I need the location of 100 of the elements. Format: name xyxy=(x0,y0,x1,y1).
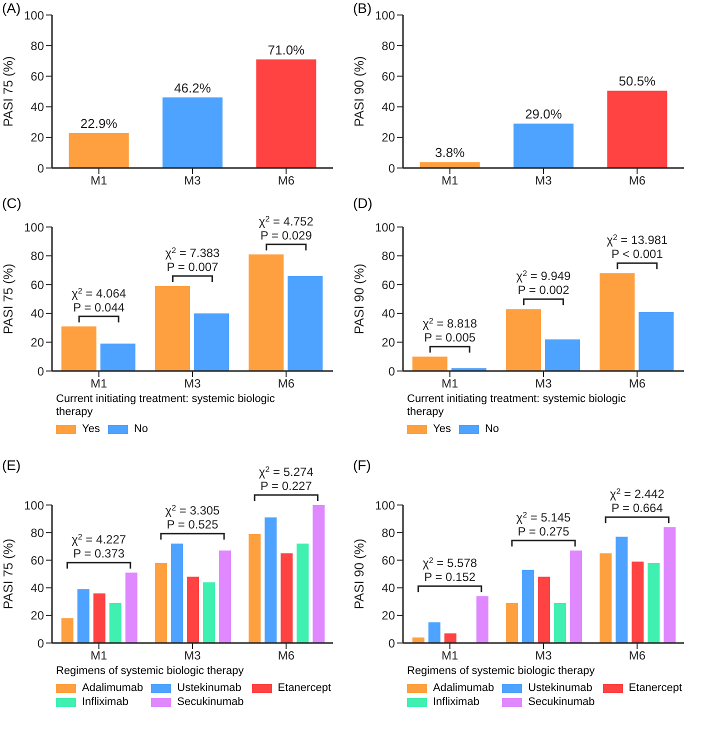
legend-label: Yes xyxy=(81,423,100,435)
annotation: χ$^{2}$ = 4.064 P = 0.044 xyxy=(72,286,126,314)
annotation: χ$^{2}$ = 13.981 P < 0.001 xyxy=(606,232,668,262)
x-axis-title: Regimens of systemic biologic therapy xyxy=(407,665,596,678)
y-tick-label: 60 xyxy=(382,278,396,292)
annotation: χ$^{2}$ = 4.227 P = 0.373 xyxy=(72,532,126,561)
legend-label: Etanercept xyxy=(628,682,682,694)
y-tick-label: 0 xyxy=(37,364,44,378)
bar xyxy=(194,313,230,371)
legend-label: Ustekinumab xyxy=(527,682,594,694)
y-tick-label: 80 xyxy=(30,526,44,540)
legend-label: Adalimumab xyxy=(432,682,494,694)
y-tick-label: 40 xyxy=(382,100,396,114)
bar xyxy=(420,162,480,168)
x-axis-title: Current initiating treatment: systemic biologic therapy xyxy=(407,393,627,419)
x-tick-label: M6 xyxy=(278,648,295,663)
y-tick-label: 100 xyxy=(374,220,396,234)
chart-title: (A) xyxy=(2,0,21,16)
bar xyxy=(93,593,106,643)
bar xyxy=(616,536,628,643)
bar xyxy=(77,589,90,643)
y-tick-label: 60 xyxy=(30,69,44,84)
bar xyxy=(155,562,168,643)
y-tick-label: 80 xyxy=(30,249,44,264)
y-tick-label: 100 xyxy=(374,8,396,22)
bar xyxy=(600,273,635,371)
bar xyxy=(248,534,261,643)
x-tick-label: M1 xyxy=(90,174,108,188)
bar xyxy=(522,570,534,643)
legend-label: Adalimumab xyxy=(81,682,144,694)
y-tick-label: 40 xyxy=(382,306,396,321)
y-axis-title: PASI 90 (%) xyxy=(352,264,367,334)
bar xyxy=(607,90,668,168)
bar xyxy=(312,505,325,643)
y-tick-label: 40 xyxy=(382,581,396,596)
y-tick-label: 60 xyxy=(30,278,44,292)
bar xyxy=(444,633,456,643)
legend-label: Ustekinumab xyxy=(176,682,242,694)
y-tick-label: 20 xyxy=(30,608,44,623)
x-axis-title: Current initiating treatment: systemic biologic therapy xyxy=(56,393,276,419)
y-tick-label: 100 xyxy=(24,8,44,22)
y-tick-label: 0 xyxy=(37,161,44,176)
bar xyxy=(171,544,184,643)
bar xyxy=(506,309,542,371)
x-tick-label: M1 xyxy=(90,648,108,663)
y-tick-label: 80 xyxy=(382,38,396,53)
bar xyxy=(545,339,580,371)
y-axis-title: PASI 90 (%) xyxy=(352,56,367,127)
x-tick-label: M6 xyxy=(628,648,646,663)
annotation: χ$^{2}$ = 3.305 P = 0.525 xyxy=(165,503,220,532)
text: χ$^{2}$ = 5.274 P = 0.227 xyxy=(258,464,314,493)
legend-label: Secukinumab xyxy=(527,696,595,708)
annotation: χ$^{2}$ = 4.752 P = 0.029 xyxy=(258,214,314,242)
y-tick-label: 20 xyxy=(30,130,44,145)
bar xyxy=(648,562,660,643)
x-tick-label: M6 xyxy=(628,376,646,391)
bar xyxy=(476,596,488,643)
data-label: 3.8% xyxy=(435,145,466,160)
y-tick-label: 0 xyxy=(388,364,396,378)
bar xyxy=(412,356,448,371)
y-tick-label: 0 xyxy=(388,636,396,650)
y-tick-label: 60 xyxy=(30,553,44,568)
bar xyxy=(554,602,566,643)
x-tick-label: M1 xyxy=(441,376,458,391)
bar xyxy=(288,276,323,371)
legend-label: Secukinumab xyxy=(176,696,244,708)
bar xyxy=(100,344,136,371)
x-tick-label: M6 xyxy=(278,376,295,391)
bar xyxy=(155,286,190,371)
y-tick-label: 100 xyxy=(24,220,44,234)
legend-label: Etanercept xyxy=(276,682,331,694)
bar xyxy=(162,97,223,168)
chart-title: (E) xyxy=(2,457,21,473)
bar xyxy=(219,550,232,643)
y-axis-title: PASI 75 (%) xyxy=(0,264,16,334)
bar xyxy=(514,124,574,168)
x-tick-label: M6 xyxy=(278,174,295,188)
legend-label: No xyxy=(484,423,500,435)
bar xyxy=(264,517,277,643)
y-tick-label: 0 xyxy=(388,161,396,176)
bar xyxy=(280,553,293,643)
annotation: χ$^{2}$ = 5.578 P = 0.152 xyxy=(422,556,478,584)
legend-label: Infliximab xyxy=(432,696,480,708)
x-tick-label: M3 xyxy=(184,376,202,391)
x-tick-label: M3 xyxy=(184,648,202,663)
y-tick-label: 80 xyxy=(382,249,396,264)
y-tick-label: 40 xyxy=(30,581,44,596)
annotation: χ$^{2}$ = 7.383 P = 0.007 xyxy=(165,246,220,274)
legend-label: Infliximab xyxy=(81,696,130,708)
y-tick-label: 40 xyxy=(30,100,44,114)
y-tick-label: 80 xyxy=(382,526,396,540)
bar xyxy=(203,582,216,643)
y-tick-label: 60 xyxy=(382,553,396,568)
chart-title: (F) xyxy=(353,457,371,473)
y-tick-label: 20 xyxy=(30,335,44,350)
bar xyxy=(248,254,284,371)
y-axis-title: PASI 75 (%) xyxy=(0,56,16,127)
bar xyxy=(664,527,676,643)
bar xyxy=(256,59,316,168)
y-tick-label: 80 xyxy=(30,38,44,53)
